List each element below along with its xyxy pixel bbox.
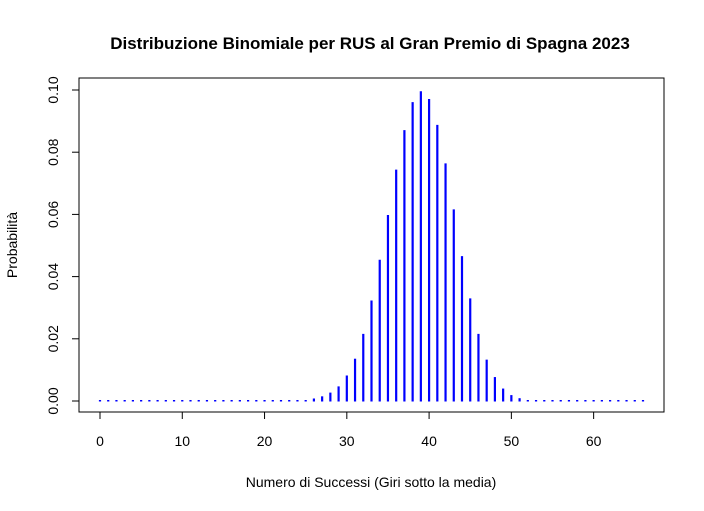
x-axis-label: Numero di Successi (Giri sotto la media) (246, 474, 497, 490)
bars-group (98, 91, 645, 402)
x-tick-label: 30 (339, 433, 355, 449)
x-tick-label: 20 (257, 433, 273, 449)
x-tick-label: 60 (586, 433, 602, 449)
y-axis-label: Probabilità (4, 212, 20, 278)
y-tick-label: 0.02 (45, 325, 61, 352)
y-tick-label: 0.08 (45, 138, 61, 165)
x-axis: 0 10 20 30 40 50 60 (96, 411, 602, 449)
x-tick-label: 10 (174, 433, 190, 449)
y-tick-label: 0.10 (45, 76, 61, 103)
y-axis: 0.00 0.02 0.04 0.06 0.08 0.10 (45, 76, 80, 415)
x-tick-label: 50 (504, 433, 520, 449)
x-tick-label: 0 (96, 433, 104, 449)
y-tick-label: 0.00 (45, 387, 61, 414)
x-tick-label: 40 (421, 433, 437, 449)
y-tick-label: 0.06 (45, 201, 61, 228)
y-tick-label: 0.04 (45, 263, 61, 290)
chart-title: Distribuzione Binomiale per RUS al Gran … (110, 34, 630, 53)
